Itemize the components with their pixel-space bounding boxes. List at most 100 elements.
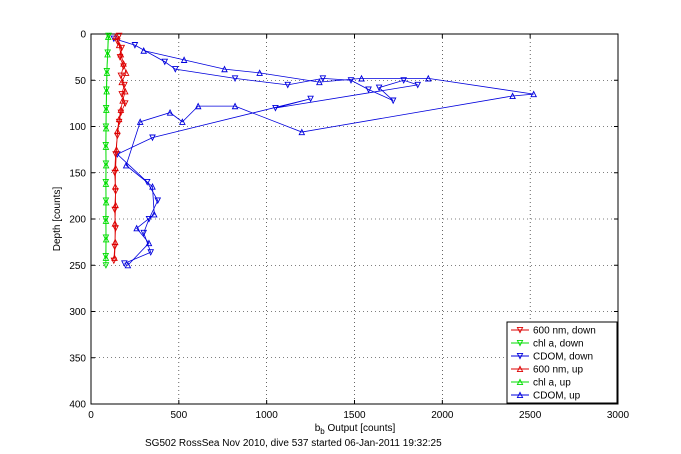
legend-marker [516, 339, 524, 347]
data-point [424, 74, 432, 82]
legend-entry: CDOM, down [511, 352, 593, 363]
data-point [111, 183, 119, 190]
legend-entry: CDOM, up [511, 391, 581, 402]
legend-marker [516, 352, 524, 360]
data-point [365, 86, 372, 94]
legend-marker [516, 326, 524, 334]
figure-caption: SG502 RossSea Nov 2010, dive 537 started… [145, 438, 442, 449]
data-point [400, 77, 408, 84]
data-point [140, 229, 148, 237]
data-point [414, 81, 422, 89]
data-point [509, 92, 516, 100]
data-point [154, 197, 162, 205]
legend-entry: 600 nm, down [511, 326, 596, 337]
data-point [149, 134, 156, 142]
data-point [307, 95, 314, 103]
series-line [113, 38, 418, 264]
data-point [121, 87, 129, 95]
data-point [122, 161, 130, 169]
x-tick-label: 2000 [431, 410, 454, 421]
data-point [136, 118, 144, 125]
y-tick-label: 150 [69, 168, 86, 179]
data-point [115, 41, 123, 49]
data-point [112, 33, 119, 40]
y-tick-label: 100 [69, 122, 86, 133]
y-tick-label: 0 [80, 30, 86, 41]
series-4 [102, 33, 112, 261]
x-tick-label: 1000 [256, 410, 279, 421]
data-point [375, 84, 383, 92]
data-point [149, 183, 156, 190]
data-point [147, 249, 155, 256]
legend-label: chl a, up [533, 378, 571, 389]
series-line [105, 36, 109, 258]
data-point [272, 104, 279, 112]
data-point [347, 77, 355, 84]
legend-label: chl a, down [533, 339, 584, 350]
data-point [389, 97, 397, 105]
x-axis: 0 500 1000 1500 2000 2500 3000 [88, 34, 630, 421]
y-tick-label: 400 [69, 400, 86, 411]
data-point [102, 180, 110, 187]
data-point [103, 69, 111, 76]
y-tick-label: 50 [75, 76, 87, 87]
data-point [256, 69, 263, 76]
data-point [114, 127, 121, 135]
series-2 [110, 35, 422, 268]
data-point [298, 128, 306, 136]
legend-label: 600 nm, down [533, 326, 596, 337]
legend-label: CDOM, up [533, 391, 581, 402]
data-point [143, 178, 151, 186]
y-tick-label: 300 [69, 307, 86, 318]
series-5 [122, 47, 538, 269]
data-point [316, 78, 323, 86]
data-point [112, 201, 119, 209]
data-point [103, 87, 110, 95]
series-line [125, 50, 534, 266]
y-tick-label: 350 [69, 353, 86, 364]
legend-box [506, 321, 618, 404]
legend-label: CDOM, down [533, 352, 593, 363]
data-point [102, 262, 110, 269]
legend-marker [516, 378, 524, 386]
x-tick-label: 1500 [343, 410, 366, 421]
data-point [145, 239, 153, 247]
data-point [112, 225, 119, 232]
data-point [120, 59, 127, 67]
x-tick-label: 3000 [607, 410, 630, 421]
legend-entry: 600 nm, up [511, 365, 583, 376]
data-point [111, 243, 119, 251]
series-layer [102, 32, 538, 269]
data-point [113, 146, 120, 153]
data-point [102, 143, 110, 150]
data-point [111, 238, 119, 246]
data-point [131, 42, 139, 49]
data-point [121, 260, 128, 268]
data-point [111, 206, 119, 214]
data-point [133, 224, 141, 232]
legend: 600 nm, down chl a, down CDOM, down 600 nm,… [506, 321, 618, 404]
data-point [112, 151, 119, 158]
data-point [102, 217, 110, 224]
data-point [102, 124, 110, 132]
x-tick-label: 2500 [519, 410, 542, 421]
data-point [102, 161, 110, 169]
y-axis: 0 50 100 150 200 250 300 350 400 [69, 30, 618, 411]
data-point [284, 81, 292, 89]
y-tick-label: 200 [69, 215, 86, 226]
data-point [117, 50, 125, 58]
y-tick-label: 250 [69, 261, 86, 272]
legend-marker [516, 365, 524, 373]
data-point [358, 74, 365, 82]
data-point [122, 69, 130, 76]
data-point [102, 235, 110, 243]
data-point [111, 169, 119, 177]
data-point [118, 78, 126, 86]
legend-marker [516, 391, 524, 399]
data-point [179, 118, 186, 125]
grid [91, 34, 618, 404]
data-point [102, 198, 110, 206]
data-point [115, 32, 123, 40]
data-point [102, 254, 110, 261]
